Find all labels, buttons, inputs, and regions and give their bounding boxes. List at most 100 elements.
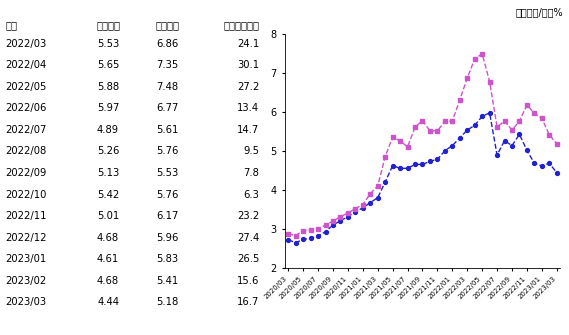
国内价格 [449, 144, 456, 148]
Text: 5.42: 5.42 [97, 190, 119, 200]
Text: 4.68: 4.68 [97, 233, 119, 243]
Text: 2022/08: 2022/08 [6, 146, 47, 156]
国内价格 [411, 162, 418, 166]
国内价格 [471, 123, 478, 127]
国际价格 [344, 211, 351, 215]
国内价格 [494, 153, 501, 157]
Text: 5.65: 5.65 [97, 60, 119, 70]
国际价格 [427, 129, 434, 133]
Text: 7.48: 7.48 [156, 82, 178, 92]
国内价格 [538, 164, 545, 168]
国际价格 [329, 219, 336, 223]
Text: 4.68: 4.68 [97, 276, 119, 286]
国内价格 [360, 206, 366, 210]
Text: 24.1: 24.1 [237, 39, 259, 49]
Text: 5.18: 5.18 [156, 297, 178, 308]
Text: 5.53: 5.53 [156, 168, 178, 178]
国内价格 [389, 163, 396, 168]
国际价格 [494, 125, 501, 129]
Text: 2022/04: 2022/04 [6, 60, 47, 70]
国内价格 [486, 111, 493, 115]
国际价格 [531, 111, 538, 115]
国内价格 [434, 157, 441, 161]
Text: 6.86: 6.86 [156, 39, 178, 49]
国际价格 [442, 120, 448, 124]
国际价格 [471, 57, 478, 61]
Text: 2022/11: 2022/11 [6, 211, 47, 221]
国内价格 [292, 241, 299, 245]
国际价格 [479, 52, 485, 56]
Text: 5.01: 5.01 [97, 211, 119, 221]
国际价格 [449, 119, 456, 123]
国际价格 [322, 223, 329, 227]
国内价格 [516, 132, 523, 136]
国际价格 [546, 133, 552, 137]
Text: 国内价格: 国内价格 [96, 20, 120, 30]
国际价格 [456, 98, 463, 102]
国内价格 [382, 180, 389, 184]
Text: 5.76: 5.76 [156, 190, 178, 200]
国内价格 [322, 230, 329, 234]
国际价格 [337, 215, 344, 219]
Text: 2022/03: 2022/03 [6, 39, 47, 49]
国内价格 [367, 201, 374, 205]
Text: 5.76: 5.76 [156, 146, 178, 156]
国内价格 [397, 166, 403, 171]
国际价格 [434, 129, 441, 133]
国际价格 [389, 135, 396, 139]
Text: 14.7: 14.7 [237, 125, 259, 135]
Text: 5.13: 5.13 [97, 168, 119, 178]
Text: 单位：元/斤，%: 单位：元/斤，% [516, 7, 563, 17]
Line: 国际价格: 国际价格 [286, 52, 559, 238]
Text: 4.61: 4.61 [97, 254, 119, 264]
国际价格 [404, 145, 411, 149]
Text: 5.83: 5.83 [156, 254, 178, 264]
国内价格 [285, 238, 292, 242]
国际价格 [509, 128, 516, 132]
Text: 2022/10: 2022/10 [6, 190, 47, 200]
国际价格 [516, 119, 523, 123]
Text: 4.44: 4.44 [97, 297, 119, 308]
国内价格 [329, 223, 336, 227]
Text: 2022/09: 2022/09 [6, 168, 47, 178]
国内价格 [442, 149, 448, 153]
Text: 15.6: 15.6 [237, 276, 259, 286]
Text: 国际价格: 国际价格 [155, 20, 179, 30]
国内价格 [404, 166, 411, 171]
Text: 5.41: 5.41 [156, 276, 178, 286]
Text: 13.4: 13.4 [237, 104, 259, 113]
Text: 2022/06: 2022/06 [6, 104, 47, 113]
国际价格 [382, 155, 389, 159]
国内价格 [546, 161, 552, 165]
Text: 2022/12: 2022/12 [6, 233, 47, 243]
Text: 5.26: 5.26 [97, 146, 119, 156]
国际价格 [352, 207, 359, 211]
国内价格 [553, 171, 560, 175]
国际价格 [360, 203, 366, 207]
国内价格 [523, 148, 530, 152]
国际价格 [374, 184, 381, 188]
国内价格 [479, 114, 485, 118]
国内价格 [427, 159, 434, 163]
Text: 5.96: 5.96 [156, 233, 178, 243]
国内价格 [374, 196, 381, 200]
Text: 4.89: 4.89 [97, 125, 119, 135]
Text: 国际比国内高: 国际比国内高 [223, 20, 259, 30]
国际价格 [285, 231, 292, 236]
国内价格 [337, 219, 344, 223]
Text: 6.17: 6.17 [156, 211, 178, 221]
国内价格 [456, 136, 463, 140]
Text: 5.97: 5.97 [97, 104, 119, 113]
国际价格 [486, 80, 493, 84]
国内价格 [509, 144, 516, 148]
国际价格 [419, 119, 426, 123]
Text: 2023/01: 2023/01 [6, 254, 47, 264]
国内价格 [352, 210, 359, 214]
国内价格 [315, 234, 321, 238]
国际价格 [397, 139, 403, 143]
国际价格 [553, 142, 560, 146]
Text: 7.35: 7.35 [156, 60, 178, 70]
国内价格 [419, 162, 426, 166]
国内价格 [501, 139, 508, 143]
Text: 27.4: 27.4 [237, 233, 259, 243]
